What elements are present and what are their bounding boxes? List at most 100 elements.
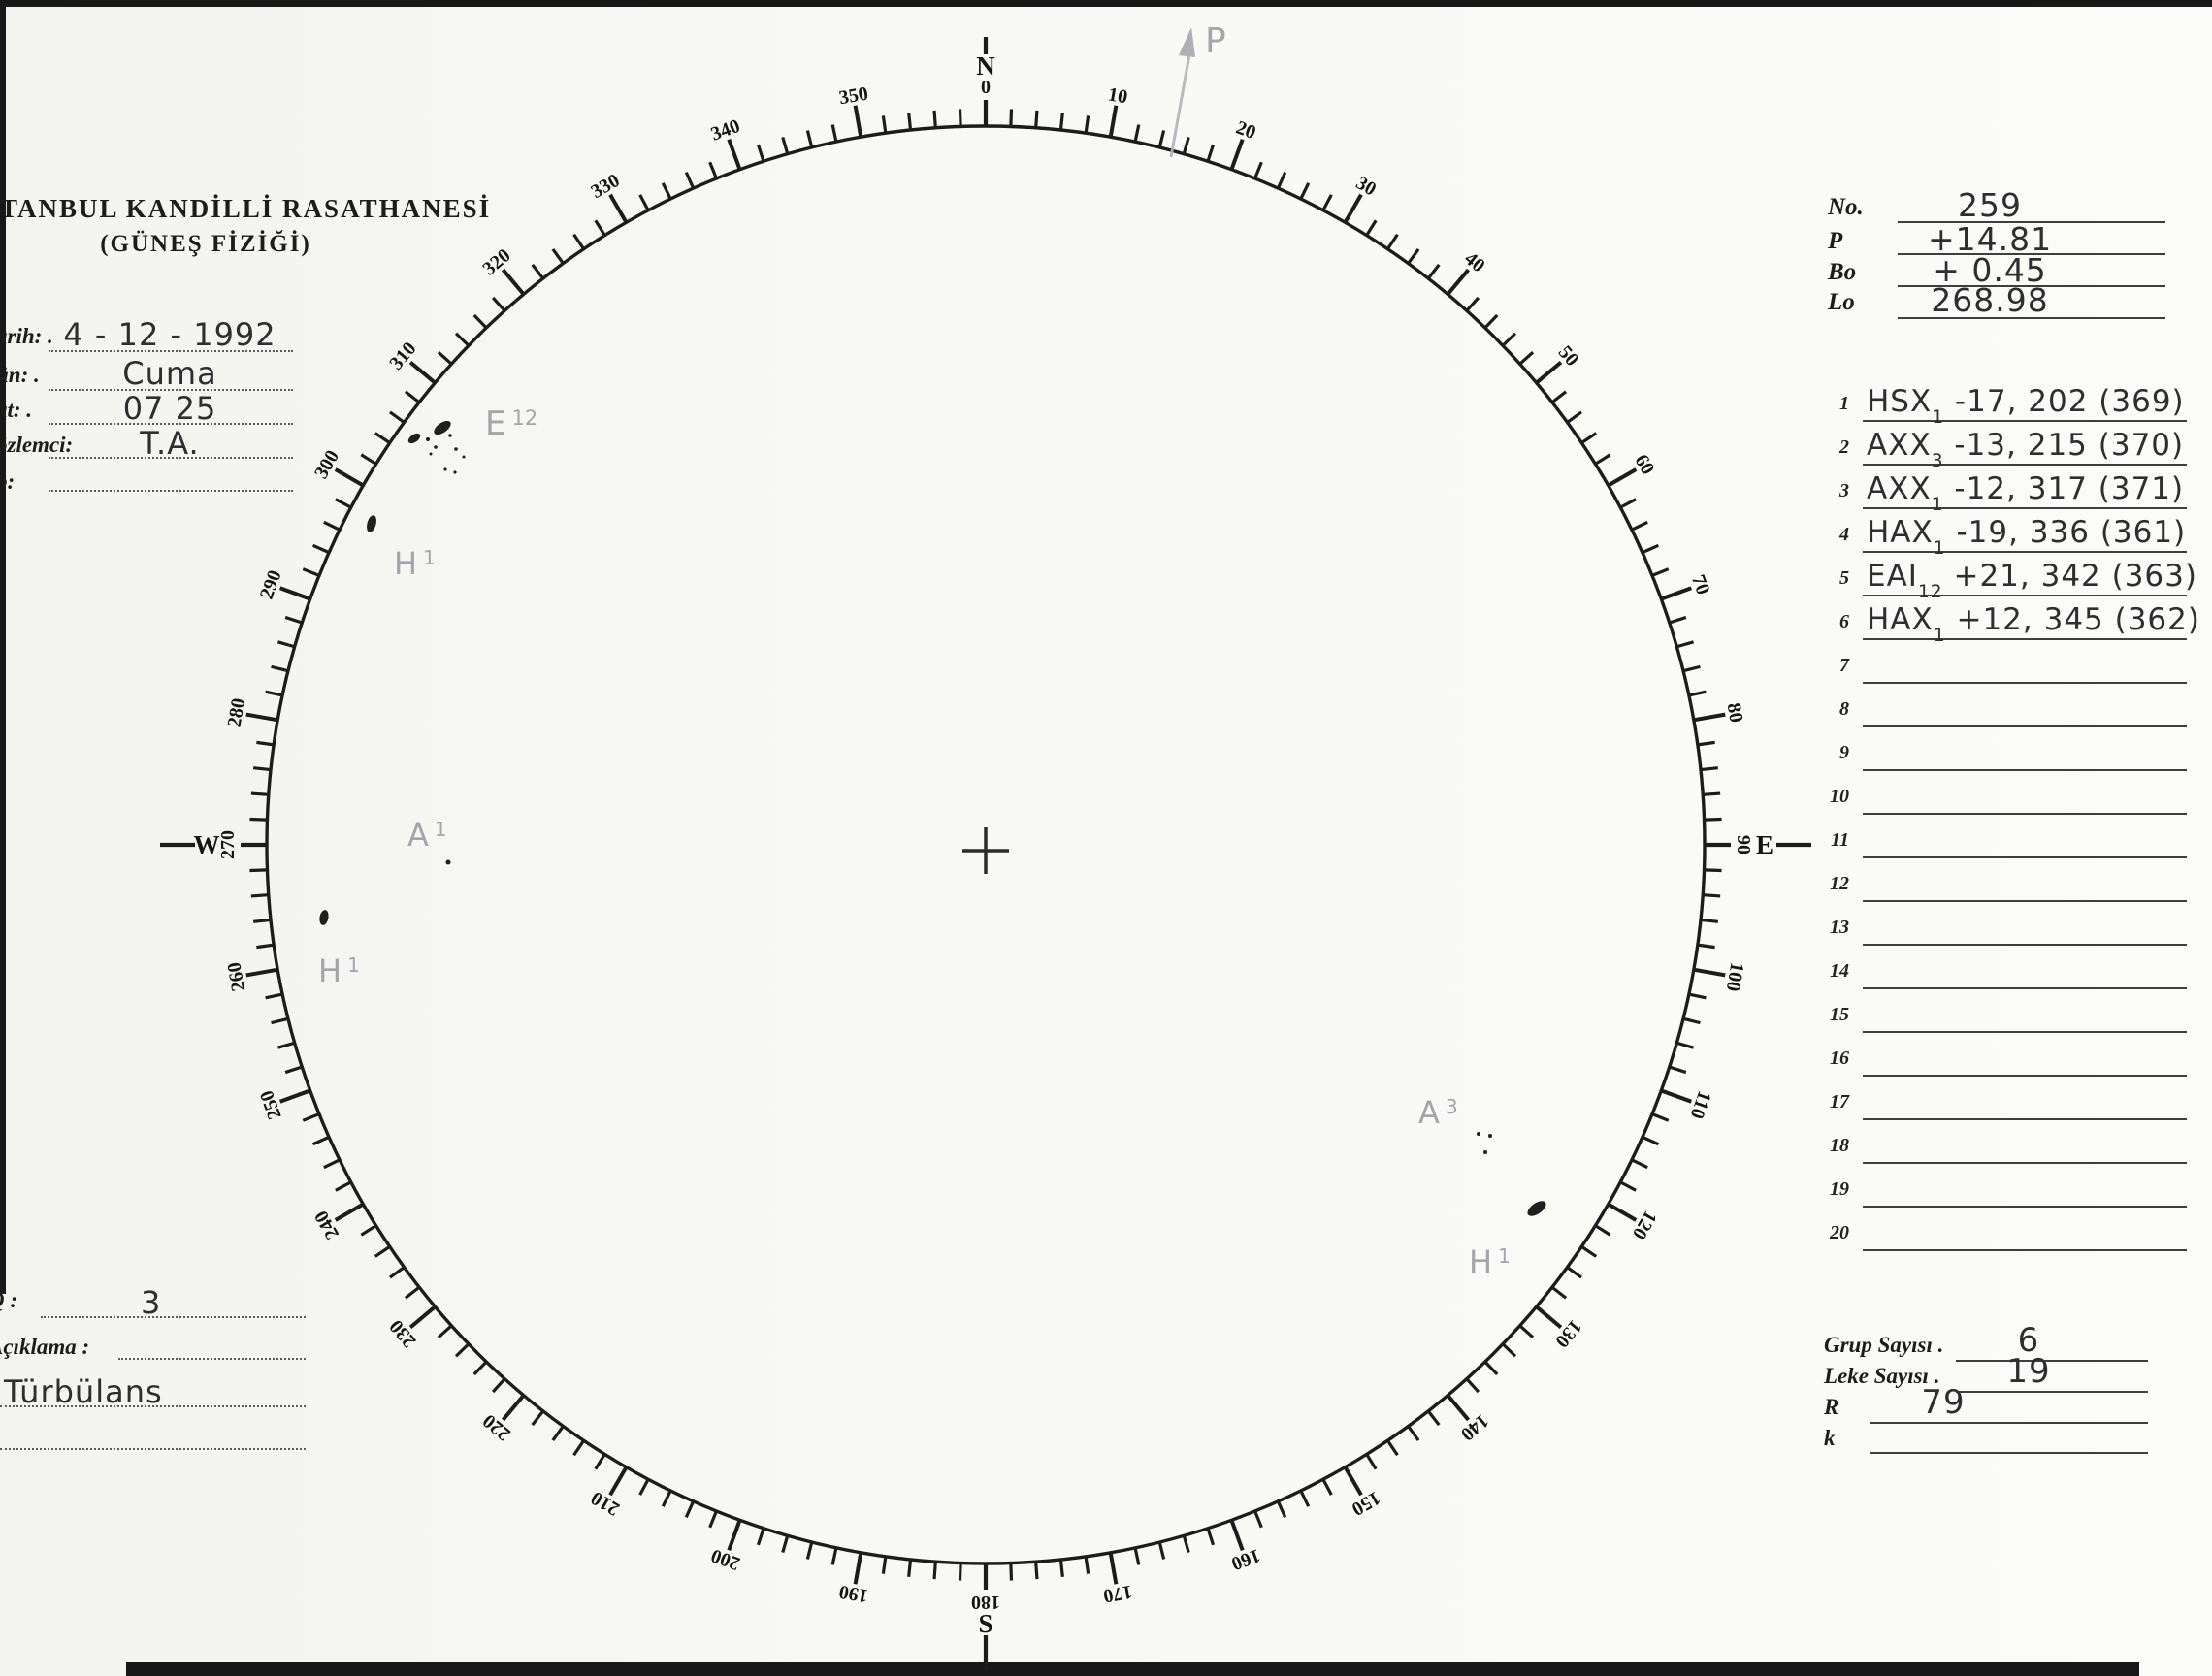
minor-degree-tick: [1133, 1547, 1141, 1565]
sunspot-mark: [434, 420, 451, 435]
group-row-number: 10: [1830, 786, 1849, 807]
group-row-line: [1863, 464, 2187, 466]
minor-degree-tick: [1157, 130, 1166, 148]
minor-degree-tick: [1501, 1342, 1517, 1358]
bottom-left-field-value: 3: [141, 1284, 162, 1321]
group-position-and-number: +21, 342 (363): [1942, 559, 2197, 594]
left-field-label: at: .: [0, 398, 33, 422]
group-position-and-number: -12, 317 (371): [1943, 471, 2185, 506]
group-row-entry: HAX1 -19, 336 (361): [1867, 515, 2186, 558]
major-degree-tick: [408, 1305, 437, 1330]
major-degree-tick: [1607, 467, 1638, 488]
group-class-subscript: 1: [1932, 407, 1945, 429]
minor-degree-tick: [1675, 1041, 1695, 1049]
degree-label: 210: [588, 1487, 624, 1520]
minor-degree-tick: [256, 943, 275, 950]
left-field-line: [49, 350, 293, 352]
group-row-entry: AXX3 -13, 215 (370): [1867, 428, 2184, 470]
minor-degree-tick: [1697, 943, 1715, 950]
summary-label: k: [1824, 1426, 1836, 1450]
major-degree-tick: [334, 467, 365, 488]
minor-degree-tick: [1669, 615, 1687, 625]
minor-degree-tick: [249, 817, 268, 822]
minor-degree-tick: [1682, 1016, 1701, 1025]
minor-degree-tick: [1580, 1245, 1598, 1258]
position-angle-arrowhead: [1179, 27, 1195, 57]
minor-degree-tick: [1058, 112, 1064, 131]
minor-degree-tick: [781, 136, 790, 155]
minor-degree-tick: [1619, 498, 1637, 509]
group-row-line: [1863, 813, 2187, 815]
minor-degree-tick: [708, 161, 718, 179]
group-row-number: 16: [1830, 1048, 1849, 1069]
major-degree-tick: [1535, 360, 1563, 385]
minor-degree-tick: [594, 219, 606, 237]
department-name: (GÜNEŞ FİZİĞİ): [100, 231, 311, 257]
pencil-group-label: E 12: [485, 404, 537, 443]
group-row-entry: HAX1 +12, 345 (362): [1867, 602, 2200, 645]
minor-degree-tick: [830, 124, 838, 143]
major-degree-tick: [1108, 105, 1119, 138]
ephemeris-line: [1898, 285, 2165, 287]
sunspot-mark: [462, 455, 466, 459]
summary-label: R: [1824, 1395, 1839, 1419]
minor-degree-tick: [374, 1245, 391, 1258]
minor-degree-tick: [805, 1541, 814, 1560]
degree-label: 20: [1233, 117, 1258, 145]
degree-label: 240: [310, 1208, 343, 1243]
minor-degree-tick: [551, 248, 565, 265]
minor-degree-tick: [1483, 1360, 1499, 1376]
minor-degree-tick: [572, 233, 585, 250]
group-row-number: 3: [1839, 480, 1849, 501]
minor-degree-tick: [374, 432, 391, 444]
minor-degree-tick: [1386, 1439, 1399, 1457]
scan-artifact-bottom-bar: [126, 1662, 2139, 1676]
summary-label: Leke Sayısı .: [1824, 1364, 1940, 1388]
major-degree-tick: [1535, 1305, 1563, 1330]
summary-value: 6: [2017, 1321, 2040, 1360]
minor-degree-tick: [830, 1547, 838, 1565]
minor-degree-tick: [491, 1377, 506, 1394]
minor-degree-tick: [1276, 1500, 1287, 1519]
minor-degree-tick: [907, 112, 913, 131]
ephemeris-label: Lo: [1828, 289, 1855, 315]
degree-label: 330: [588, 170, 624, 203]
group-row-number: 8: [1839, 698, 1849, 720]
minor-degree-tick: [335, 1180, 352, 1192]
minor-degree-tick: [1580, 432, 1598, 444]
minor-degree-tick: [594, 1453, 606, 1470]
cardinal-letter: W: [194, 830, 220, 859]
minor-degree-tick: [661, 1490, 672, 1507]
group-row-line: [1863, 769, 2187, 771]
sunspot-mark: [454, 447, 458, 451]
minor-degree-tick: [1682, 664, 1701, 673]
major-degree-tick: [608, 1466, 629, 1497]
left-field-line: [49, 490, 293, 492]
major-degree-tick: [278, 586, 311, 601]
degree-label: 160: [1228, 1544, 1263, 1574]
degree-label: 80: [1723, 701, 1747, 725]
minor-degree-tick: [1009, 1563, 1014, 1581]
minor-degree-tick: [684, 1500, 696, 1519]
group-row-line: [1863, 1118, 2187, 1120]
minor-degree-tick: [302, 1112, 320, 1122]
summary-value: 79: [1921, 1383, 1966, 1422]
minor-degree-tick: [271, 664, 289, 673]
degree-label: 350: [837, 82, 869, 109]
group-position-and-number: -17, 202 (369): [1944, 384, 2185, 419]
bottom-left-field-line: [0, 1448, 306, 1450]
minor-degree-tick: [404, 1285, 421, 1300]
minor-degree-tick: [360, 1224, 377, 1237]
minor-degree-tick: [1321, 194, 1333, 211]
minor-degree-tick: [1365, 219, 1378, 237]
summary-line: [1956, 1360, 2148, 1362]
group-row-number: 19: [1830, 1178, 1849, 1200]
minor-degree-tick: [1058, 1559, 1064, 1578]
degree-label: 10: [1106, 83, 1129, 108]
major-degree-tick: [1446, 1394, 1471, 1422]
group-row-line: [1863, 1031, 2187, 1033]
group-row-line: [1863, 682, 2187, 684]
cardinal-degree-number: 90: [1733, 835, 1754, 854]
